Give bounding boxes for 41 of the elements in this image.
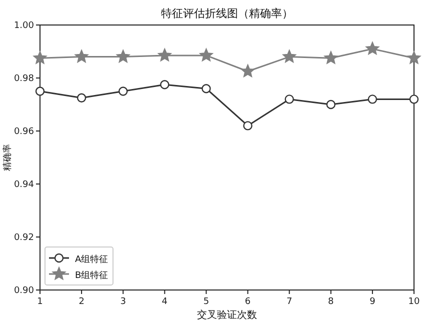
point — [241, 64, 254, 78]
x-tick-label: 10 — [408, 297, 420, 307]
point — [407, 51, 421, 64]
point — [74, 50, 88, 63]
x-tick-label: 8 — [328, 297, 334, 307]
x-tick-label: 1 — [37, 297, 43, 307]
x-tick-label: 5 — [203, 297, 210, 307]
x-tick-label: 4 — [162, 297, 168, 307]
point — [202, 84, 211, 94]
point — [326, 100, 336, 110]
point — [284, 94, 294, 104]
x-tick-label: 6 — [244, 297, 251, 307]
y-tick-label: 0.96 — [14, 127, 34, 137]
y-tick-label: 0.92 — [14, 233, 34, 243]
point — [409, 94, 419, 104]
x-axis-title: 交叉验证次数 — [197, 309, 257, 321]
point — [116, 50, 130, 63]
point — [368, 94, 378, 104]
point — [76, 93, 86, 102]
x-tick-label: 3 — [120, 297, 126, 307]
point — [35, 86, 45, 96]
point — [33, 51, 47, 64]
point — [243, 121, 252, 130]
point — [118, 86, 128, 96]
y-axis-title: 精确率 — [2, 144, 13, 171]
point — [158, 48, 172, 62]
legend-label: A组特征 — [75, 254, 108, 265]
point — [282, 50, 296, 63]
y-tick-label: 0.98 — [14, 74, 34, 84]
x-tick-label: 7 — [286, 297, 292, 307]
x-tick-label: 2 — [78, 297, 84, 307]
chart-title: 特征评估折线图（精确率） — [161, 7, 293, 20]
x-tick-label: 9 — [370, 297, 376, 307]
y-tick-label: 1.00 — [14, 21, 34, 31]
point — [200, 48, 213, 62]
legend-label: B组特征 — [75, 270, 108, 281]
point — [324, 51, 338, 64]
point — [366, 42, 380, 55]
y-tick-label: 0.94 — [14, 180, 34, 190]
point — [160, 80, 170, 90]
y-tick-label: 0.90 — [14, 286, 34, 296]
